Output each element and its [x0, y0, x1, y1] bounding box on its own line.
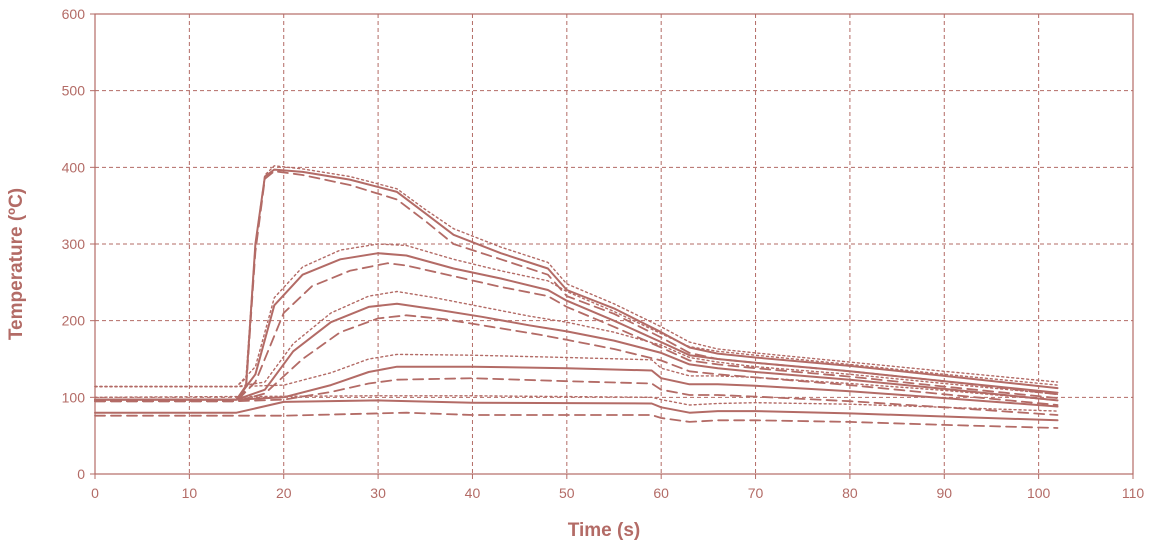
- series-line-9: [94, 314, 1059, 406]
- y-tick-label: 400: [62, 159, 86, 175]
- series-line-13: [94, 395, 1059, 412]
- series-line-6: [94, 262, 1059, 403]
- y-tick-label: 300: [62, 236, 86, 252]
- x-axis-label: Time (s): [568, 520, 641, 541]
- x-tick-label: 10: [182, 485, 198, 501]
- x-tick-label: 110: [1122, 485, 1145, 501]
- series-line-1: [94, 165, 1059, 388]
- x-tick-label: 60: [653, 485, 669, 501]
- y-tick-label: 0: [77, 466, 85, 482]
- series-line-3: [94, 170, 1059, 403]
- x-tick-label: 20: [276, 485, 292, 501]
- series-group: [94, 165, 1059, 429]
- series-line-5: [94, 252, 1059, 401]
- y-tick-label: 200: [62, 313, 86, 329]
- series-line-15: [94, 411, 1059, 429]
- x-tick-label: 80: [842, 485, 858, 501]
- y-tick-label: 500: [62, 83, 86, 99]
- x-tick-label: 30: [370, 485, 386, 501]
- x-tick-label: 100: [1027, 485, 1051, 501]
- tick-labels: 0 10 20 30 40 50 60 70 80 90 100 110 0 100 200 300 400 50…: [62, 6, 1145, 501]
- y-tick-label: 100: [62, 389, 86, 405]
- series-line-4: [94, 243, 1059, 388]
- y-tick-label: 600: [62, 6, 86, 22]
- series-line-11: [94, 365, 1059, 408]
- grid: [95, 14, 1133, 474]
- x-tick-label: 40: [465, 485, 481, 501]
- x-tick-label: 50: [559, 485, 575, 501]
- series-line-2: [94, 168, 1059, 401]
- series-line-10: [94, 353, 1059, 402]
- series-line-14: [94, 399, 1059, 422]
- series-line-7: [94, 290, 1059, 395]
- series-line-8: [94, 302, 1059, 402]
- x-tick-label: 0: [91, 485, 99, 501]
- y-axis-label: Temperature (ºC): [6, 188, 27, 340]
- x-tick-label: 90: [936, 485, 952, 501]
- x-tick-label: 70: [748, 485, 764, 501]
